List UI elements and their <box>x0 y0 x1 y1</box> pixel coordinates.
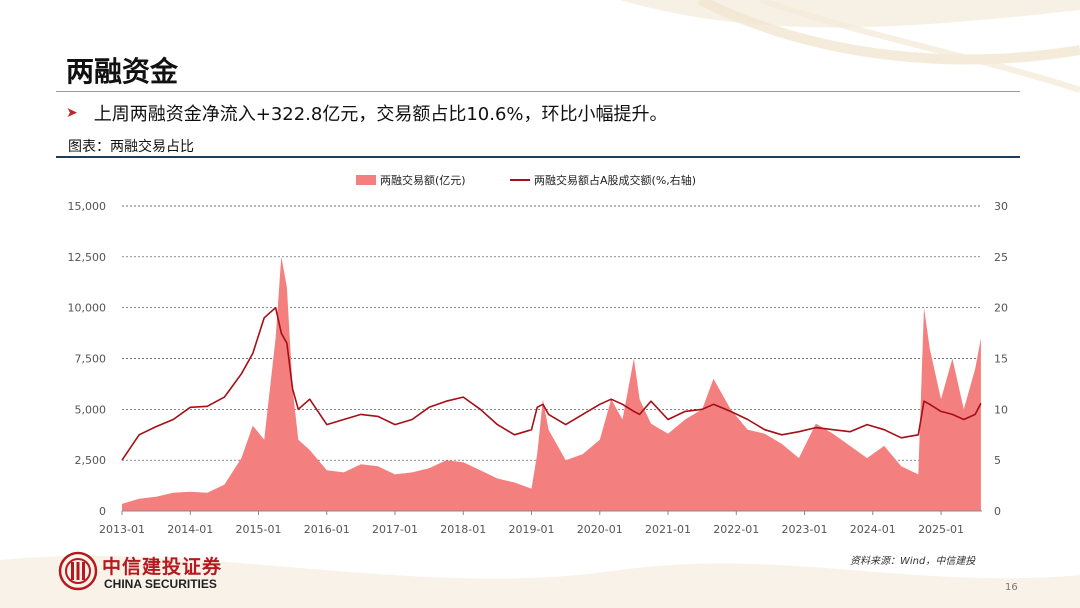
figure-label: 图表：两融交易占比 <box>68 139 194 155</box>
x-tick-label: 2021-01 <box>645 523 691 536</box>
x-tick-label: 2013-01 <box>99 523 145 536</box>
summary-bullet: ➤ 上周两融资金净流入+322.8亿元，交易额占比10.6%，环比小幅提升。 <box>66 100 668 126</box>
legend-label-area: 两融交易额(亿元) <box>380 173 466 187</box>
area-layer <box>122 256 981 511</box>
slide-title: 两融资金 <box>66 55 179 88</box>
grid-layer <box>122 205 982 461</box>
citic-logo-icon <box>58 551 98 591</box>
title-divider <box>56 91 1020 92</box>
arrow-bullet-icon: ➤ <box>66 105 78 121</box>
y-right-tick-label: 15 <box>994 353 1008 366</box>
y-left-tick-label: 12,500 <box>68 251 107 264</box>
x-tick-label: 2016-01 <box>304 523 350 536</box>
brand-name-cn: 中信建投证券 <box>102 556 223 578</box>
x-tick-label: 2022-01 <box>713 523 759 536</box>
y-right-tick-label: 20 <box>994 302 1008 315</box>
series-line-margin-share <box>121 306 982 461</box>
y-right-tick-label: 0 <box>994 505 1001 518</box>
x-tick-label: 2025-01 <box>918 523 964 536</box>
series-area-margin-trading-volume <box>122 256 981 511</box>
y-right-tick-label: 30 <box>994 200 1008 213</box>
x-tick-label: 2014-01 <box>167 523 213 536</box>
y-left-tick-label: 2,500 <box>75 454 107 467</box>
line-layer <box>121 306 982 461</box>
y-right-tick-label: 25 <box>994 251 1008 264</box>
page-number: 16 <box>1005 582 1018 593</box>
x-tick-label: 2017-01 <box>372 523 418 536</box>
x-tick-label: 2023-01 <box>782 523 828 536</box>
x-tick-label: 2024-01 <box>850 523 896 536</box>
chart-legend: 两融交易额(亿元) 两融交易额占A股成交额(%,右轴) <box>356 173 696 187</box>
margin-trading-chart: 0 2,500 5,000 7,500 10,000 12,500 15,000 0 5 10 15… <box>68 173 1009 536</box>
y-left-tick-label: 5,000 <box>75 403 107 416</box>
y-left-tick-label: 15,000 <box>68 200 107 213</box>
x-tick-label: 2015-01 <box>236 523 282 536</box>
x-tick-label: 2020-01 <box>577 523 623 536</box>
x-tick-label: 2019-01 <box>509 523 555 536</box>
legend-swatch-area <box>356 175 376 185</box>
legend-label-line: 两融交易额占A股成交额(%,右轴) <box>534 173 696 187</box>
x-tick-label: 2018-01 <box>440 523 486 536</box>
brand-name-en: CHINA SECURITIES <box>104 577 217 591</box>
y-left-tick-label: 7,500 <box>75 353 107 366</box>
axis-layer: 0 2,500 5,000 7,500 10,000 12,500 15,000 0 5 10 15… <box>68 200 1009 536</box>
figure-divider <box>56 156 1020 158</box>
y-right-tick-label: 5 <box>994 454 1001 467</box>
source-note: 资料来源：Wind，中信建投 <box>850 556 976 567</box>
summary-text: 上周两融资金净流入+322.8亿元，交易额占比10.6%，环比小幅提升。 <box>93 104 668 125</box>
y-left-tick-label: 10,000 <box>68 302 107 315</box>
y-left-tick-label: 0 <box>99 505 106 518</box>
y-right-tick-label: 10 <box>994 403 1008 416</box>
